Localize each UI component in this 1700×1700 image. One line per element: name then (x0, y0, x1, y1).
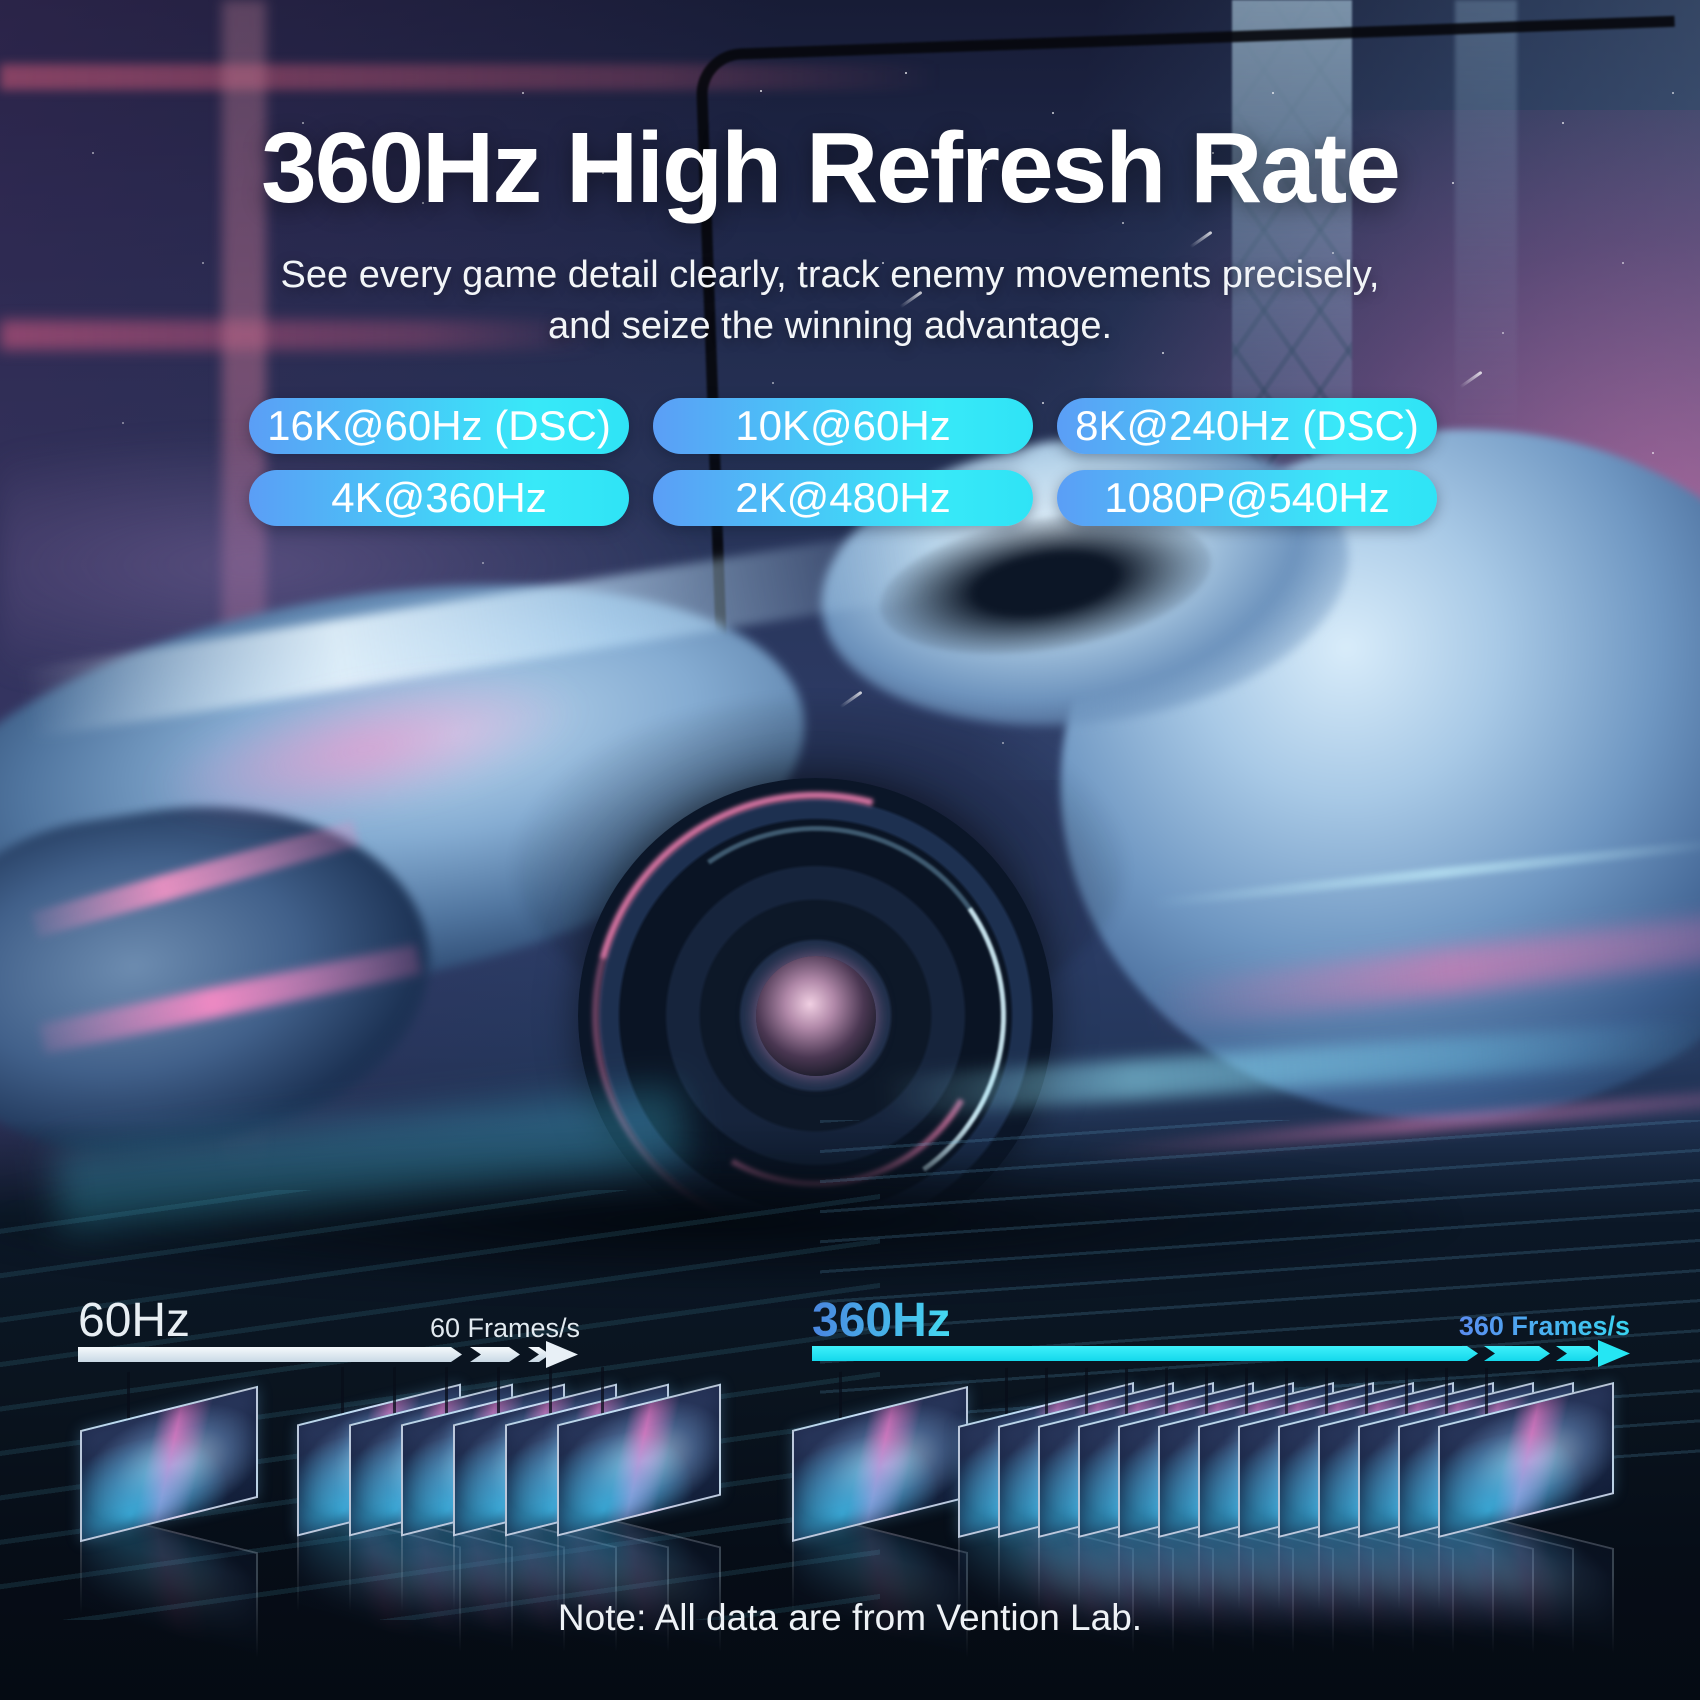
spec-badge-2k480: 2K@480Hz (653, 470, 1033, 526)
neon-grid-line (0, 320, 600, 350)
arrow-segment (470, 1347, 520, 1362)
low-rate-arrow (78, 1341, 578, 1368)
spec-badge-4k360: 4K@360Hz (249, 470, 629, 526)
arrow-segment (1484, 1346, 1550, 1361)
subtitle-line-2: and seize the winning advantage. (547, 305, 1113, 347)
spec-badge-8k240: 8K@240Hz (DSC) (1057, 398, 1437, 454)
arrow-tip (546, 1341, 578, 1368)
note-text: Note: All data are from Vention Lab. (557, 1597, 1143, 1638)
spec-badge-grid: 16K@60Hz (DSC) 10K@60Hz 8K@240Hz (DSC) 4… (0, 398, 1686, 526)
car-ground-shadow (0, 1150, 1450, 1290)
arrow-segment (78, 1347, 462, 1362)
arrow-segment (812, 1346, 1478, 1361)
wheel-hub (755, 955, 876, 1076)
spec-badge-row: 4K@360Hz 2K@480Hz 1080P@540Hz (0, 470, 1686, 526)
spec-badge-10k60: 10K@60Hz (653, 398, 1033, 454)
neon-grid-line (0, 64, 940, 90)
headline: 360Hz High Refresh Rate (261, 112, 1401, 224)
high-rate-label: 360Hz (812, 1294, 951, 1347)
low-rate-label: 60Hz (78, 1294, 191, 1347)
hero-text-block: 360Hz High Refresh Rate See every game d… (0, 0, 1660, 352)
high-rate-arrow (812, 1340, 1642, 1367)
light-tower-far (1455, 0, 1517, 440)
arrow-segment (1556, 1346, 1600, 1361)
subtitle-line-1: See every game detail clearly, track ene… (280, 254, 1380, 296)
frame-thumbnail (80, 1385, 258, 1543)
spec-badge-16k60: 16K@60Hz (DSC) (249, 398, 629, 454)
frame-thumbnail (792, 1386, 968, 1542)
spec-badge-row: 16K@60Hz (DSC) 10K@60Hz 8K@240Hz (DSC) (0, 398, 1686, 454)
arrow-tip (1598, 1340, 1630, 1367)
low-frames-label: 60 Frames/s (429, 1313, 580, 1343)
arrow-segment (528, 1347, 550, 1362)
spec-badge-1080p540: 1080P@540Hz (1057, 470, 1437, 526)
high-frames-label: 360 Frames/s (1458, 1311, 1630, 1341)
